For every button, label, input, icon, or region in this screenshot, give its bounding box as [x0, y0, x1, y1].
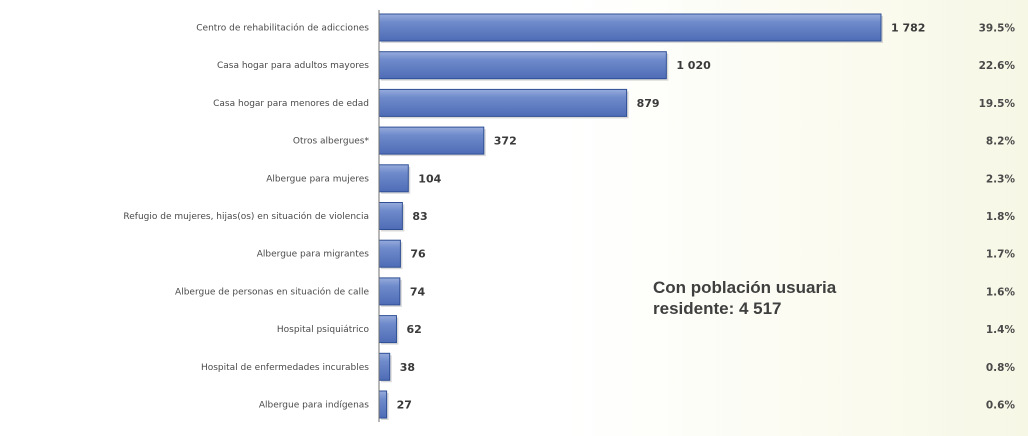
bar	[378, 88, 628, 117]
category-label: Refugio de mujeres, hijas(os) en situaci…	[123, 211, 369, 222]
percentage-label: 0.8%	[986, 362, 1016, 374]
percentage-label: 1.8%	[986, 211, 1016, 223]
value-label: 83	[412, 210, 427, 223]
value-label: 104	[418, 172, 441, 185]
category-label: Casa hogar para menores de edad	[213, 99, 369, 109]
bar	[378, 390, 388, 419]
value-label: 1 782	[891, 22, 925, 35]
bar	[378, 126, 485, 155]
category-label: Hospital de enfermedades incurables	[201, 363, 369, 373]
value-label: 372	[494, 135, 517, 148]
bar	[378, 164, 409, 193]
percentage-label: 1.6%	[986, 286, 1016, 298]
percentage-label: 22.6%	[979, 60, 1016, 72]
labels-layer: Centro de rehabilitación de adicciones 1 …	[123, 22, 1015, 412]
value-label: 62	[406, 323, 421, 336]
percentage-label: 19.5%	[979, 98, 1016, 110]
bars-layer	[378, 10, 883, 422]
percentage-label: 39.5%	[979, 23, 1016, 35]
bar	[378, 239, 401, 268]
annotation-line-2: residente: 4 517	[653, 299, 782, 318]
category-label: Otros albergues*	[293, 137, 370, 147]
category-label: Centro de rehabilitación de adicciones	[196, 23, 369, 34]
value-label: 76	[410, 248, 426, 261]
value-label: 879	[637, 97, 660, 110]
value-label: 38	[400, 361, 415, 374]
percentage-label: 8.2%	[986, 136, 1016, 148]
value-label: 27	[397, 399, 412, 412]
annotation-line-1: Con población usuaria	[653, 278, 837, 297]
percentage-label: 2.3%	[986, 173, 1016, 185]
value-label: 74	[410, 285, 426, 298]
category-label: Hospital psiquiátrico	[277, 325, 370, 335]
bar	[378, 13, 882, 42]
bar	[378, 202, 403, 230]
category-label: Casa hogar para adultos mayores	[217, 61, 369, 71]
percentage-label: 1.4%	[986, 324, 1016, 336]
category-label: Albergue para migrantes	[257, 250, 370, 260]
annotation-note: Con población usuaria residente: 4 517	[653, 277, 836, 319]
category-label: Albergue de personas en situación de cal…	[175, 286, 369, 297]
percentage-label: 0.6%	[986, 400, 1016, 412]
bar	[378, 315, 397, 344]
bar	[378, 352, 391, 381]
category-label: Albergue para indígenas	[259, 401, 369, 411]
bar	[378, 51, 667, 80]
percentage-label: 1.7%	[986, 249, 1016, 261]
bar	[378, 277, 401, 306]
value-label: 1 020	[676, 59, 711, 72]
category-label: Albergue para mujeres	[266, 174, 369, 184]
